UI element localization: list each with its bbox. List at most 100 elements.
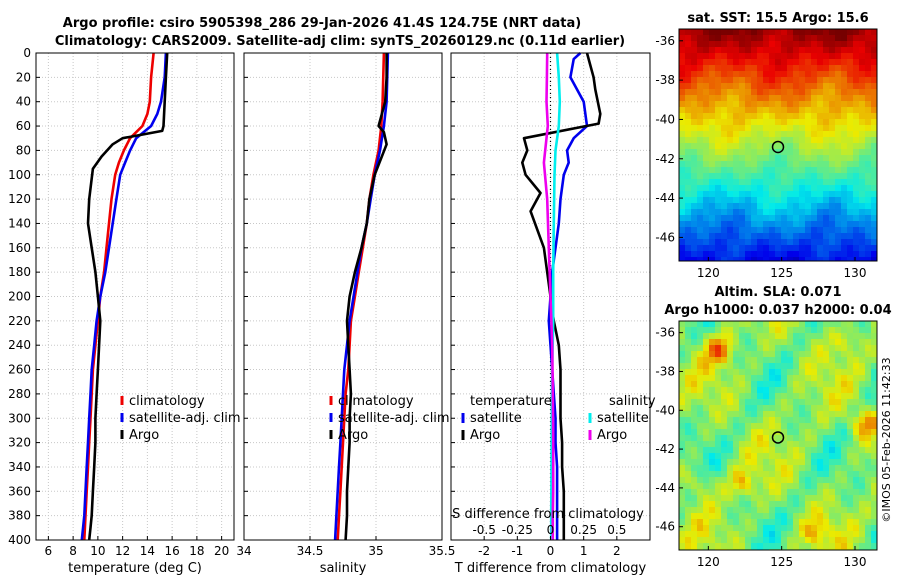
map-cell (697, 369, 703, 375)
map-cell (727, 507, 733, 513)
map-cell (739, 113, 745, 119)
map-cell (823, 83, 829, 89)
map-cell (805, 381, 811, 387)
map-cell (871, 245, 877, 251)
y-tick-label: -42 (655, 442, 675, 456)
map-cell (757, 351, 763, 357)
map-cell (703, 107, 709, 113)
map-cell (721, 441, 727, 447)
map-cell (799, 239, 805, 245)
map-cell (853, 477, 859, 483)
map-cell (805, 233, 811, 239)
map-cell (847, 59, 853, 65)
map-cell (703, 381, 709, 387)
map-cell (727, 257, 733, 261)
x-axis-label: T difference from climatology (454, 561, 647, 576)
map-cell (715, 327, 721, 333)
map-cell (871, 185, 877, 191)
map-cell (835, 149, 841, 155)
map-cell (769, 77, 775, 83)
map-cell (745, 459, 751, 465)
map-cell (745, 125, 751, 131)
map-cell (721, 191, 727, 197)
map-frame (678, 320, 878, 551)
map-cell (691, 191, 697, 197)
map-cell (775, 489, 781, 495)
map-cell (817, 77, 823, 83)
x-tick-label: 130 (844, 266, 867, 280)
map-cell (769, 101, 775, 107)
map-cell (715, 321, 721, 327)
map-cell (685, 245, 691, 251)
map-cell (679, 537, 685, 543)
map-cell (871, 423, 877, 429)
map-cell (871, 179, 877, 185)
map-cell (847, 137, 853, 143)
map-cell (679, 209, 685, 215)
map-cell (757, 59, 763, 65)
map-cell (823, 333, 829, 339)
map-cell (733, 185, 739, 191)
map-cell (739, 101, 745, 107)
map-cell (805, 65, 811, 71)
y-tick-label: 280 (8, 387, 31, 401)
map-cell (781, 89, 787, 95)
map-cell (847, 399, 853, 405)
map-cell (793, 483, 799, 489)
map-cell (859, 363, 865, 369)
map-cell (763, 423, 769, 429)
map-cell (805, 143, 811, 149)
map-cell (721, 489, 727, 495)
map-cell (829, 65, 835, 71)
y-tick-label: -40 (655, 403, 675, 417)
map-cell (835, 375, 841, 381)
map-cell (817, 47, 823, 53)
map-cell (859, 447, 865, 453)
map-cell (829, 47, 835, 53)
map-cell (739, 221, 745, 227)
map-cell (679, 405, 685, 411)
map-cell (871, 35, 877, 41)
map-cell (817, 501, 823, 507)
map-cell (853, 519, 859, 525)
map-cell (835, 137, 841, 143)
map-cell (697, 519, 703, 525)
map-cell (829, 191, 835, 197)
map-cell (817, 519, 823, 525)
map-cell (727, 179, 733, 185)
map-cell (865, 29, 871, 35)
map-cell (703, 519, 709, 525)
map-cell (853, 83, 859, 89)
map-cell (787, 41, 793, 47)
map-cell (697, 245, 703, 251)
map-cell (715, 417, 721, 423)
map-cell (733, 339, 739, 345)
map-cell (721, 155, 727, 161)
map-cell (793, 83, 799, 89)
map-cell (757, 417, 763, 423)
map-cell (751, 327, 757, 333)
map-cell (703, 471, 709, 477)
map-cell (853, 215, 859, 221)
map-cell (829, 381, 835, 387)
map-cell (781, 363, 787, 369)
x-tick-label: 125 (770, 266, 793, 280)
map-cell (847, 435, 853, 441)
map-cell (817, 345, 823, 351)
map-cell (865, 41, 871, 47)
map-cell (847, 47, 853, 53)
map-cell (841, 459, 847, 465)
map-cell (793, 543, 799, 549)
map-cell (727, 101, 733, 107)
map-cell (697, 233, 703, 239)
map-cell (793, 495, 799, 501)
map-cell (775, 495, 781, 501)
map-cell (745, 339, 751, 345)
map-cell (853, 209, 859, 215)
map-cell (823, 453, 829, 459)
map-cell (751, 161, 757, 167)
map-cell (823, 483, 829, 489)
map-cell (775, 435, 781, 441)
map-cell (733, 149, 739, 155)
map-cell (745, 239, 751, 245)
